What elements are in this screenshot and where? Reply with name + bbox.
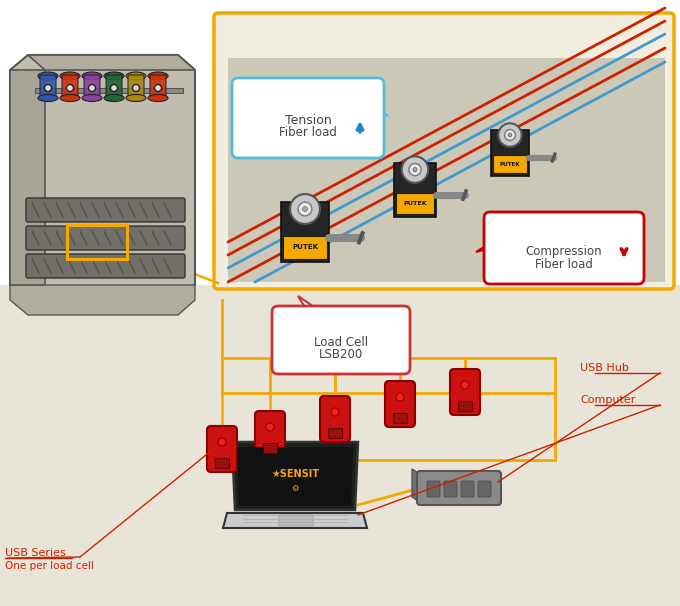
FancyBboxPatch shape <box>458 401 472 411</box>
Circle shape <box>461 381 469 389</box>
Circle shape <box>508 133 512 137</box>
Text: USB Hub: USB Hub <box>580 363 629 373</box>
Text: Fiber load: Fiber load <box>535 259 593 271</box>
Ellipse shape <box>126 72 146 80</box>
Text: Computer: Computer <box>580 395 635 405</box>
Circle shape <box>218 438 226 446</box>
FancyBboxPatch shape <box>40 75 56 99</box>
FancyBboxPatch shape <box>417 471 501 505</box>
FancyBboxPatch shape <box>106 75 122 99</box>
Ellipse shape <box>60 72 80 80</box>
Text: PUTEK: PUTEK <box>403 201 427 206</box>
Ellipse shape <box>38 72 58 80</box>
FancyBboxPatch shape <box>62 75 78 99</box>
FancyBboxPatch shape <box>214 13 674 289</box>
FancyBboxPatch shape <box>128 75 144 99</box>
Ellipse shape <box>126 95 146 101</box>
Text: USB Series: USB Series <box>5 548 66 558</box>
FancyBboxPatch shape <box>255 411 285 457</box>
FancyBboxPatch shape <box>478 481 491 497</box>
Ellipse shape <box>38 95 58 101</box>
Circle shape <box>110 84 118 92</box>
Circle shape <box>498 123 522 147</box>
Circle shape <box>290 194 320 224</box>
Text: Compression: Compression <box>526 245 602 259</box>
Circle shape <box>413 168 417 171</box>
Circle shape <box>331 408 339 416</box>
Polygon shape <box>0 285 680 606</box>
Circle shape <box>44 84 52 92</box>
Text: Tension: Tension <box>285 113 331 127</box>
FancyBboxPatch shape <box>491 130 529 176</box>
FancyBboxPatch shape <box>450 369 480 415</box>
Polygon shape <box>368 100 388 116</box>
Polygon shape <box>237 447 353 506</box>
Polygon shape <box>223 513 367 528</box>
Circle shape <box>298 202 312 216</box>
FancyBboxPatch shape <box>427 481 440 497</box>
FancyBboxPatch shape <box>444 481 457 497</box>
Text: PUTEK: PUTEK <box>500 162 520 167</box>
Text: ★SENSIT: ★SENSIT <box>271 469 319 479</box>
FancyBboxPatch shape <box>263 443 277 453</box>
FancyBboxPatch shape <box>272 306 410 374</box>
FancyBboxPatch shape <box>26 198 185 222</box>
FancyBboxPatch shape <box>283 236 327 259</box>
Text: LSB200: LSB200 <box>319 348 363 362</box>
FancyBboxPatch shape <box>484 212 644 284</box>
Circle shape <box>133 84 139 92</box>
Ellipse shape <box>148 72 168 80</box>
Polygon shape <box>298 296 320 312</box>
Circle shape <box>505 130 515 141</box>
FancyBboxPatch shape <box>35 88 183 93</box>
Circle shape <box>67 84 73 92</box>
Text: Load Cell: Load Cell <box>314 336 368 348</box>
FancyBboxPatch shape <box>150 75 166 99</box>
FancyBboxPatch shape <box>393 413 407 423</box>
FancyBboxPatch shape <box>215 458 229 468</box>
FancyBboxPatch shape <box>461 481 474 497</box>
FancyBboxPatch shape <box>396 193 435 213</box>
Polygon shape <box>228 58 665 282</box>
FancyBboxPatch shape <box>385 381 415 427</box>
Circle shape <box>402 156 428 183</box>
Circle shape <box>396 393 404 401</box>
Circle shape <box>303 207 307 211</box>
Polygon shape <box>412 469 420 502</box>
Circle shape <box>154 84 162 92</box>
Ellipse shape <box>104 95 124 101</box>
FancyBboxPatch shape <box>394 164 437 216</box>
Text: One per load cell: One per load cell <box>5 561 94 571</box>
Text: PUTEK: PUTEK <box>292 244 318 250</box>
Ellipse shape <box>60 95 80 101</box>
Polygon shape <box>232 442 358 510</box>
Ellipse shape <box>82 95 102 101</box>
Text: ⚙: ⚙ <box>291 484 299 493</box>
Circle shape <box>88 84 95 92</box>
Polygon shape <box>10 70 45 285</box>
Polygon shape <box>476 238 498 252</box>
FancyBboxPatch shape <box>320 396 350 442</box>
Polygon shape <box>28 55 195 70</box>
FancyBboxPatch shape <box>26 254 185 278</box>
FancyBboxPatch shape <box>328 428 342 438</box>
Ellipse shape <box>82 72 102 80</box>
Circle shape <box>409 164 421 176</box>
FancyBboxPatch shape <box>26 226 185 250</box>
Polygon shape <box>10 55 195 300</box>
Circle shape <box>266 423 274 431</box>
FancyBboxPatch shape <box>207 426 237 472</box>
Polygon shape <box>10 285 195 315</box>
FancyBboxPatch shape <box>232 78 384 158</box>
FancyBboxPatch shape <box>281 202 329 262</box>
FancyBboxPatch shape <box>84 75 100 99</box>
Ellipse shape <box>148 95 168 101</box>
Ellipse shape <box>104 72 124 80</box>
FancyBboxPatch shape <box>493 155 527 173</box>
Text: Fiber load: Fiber load <box>279 127 337 139</box>
FancyBboxPatch shape <box>279 515 313 526</box>
